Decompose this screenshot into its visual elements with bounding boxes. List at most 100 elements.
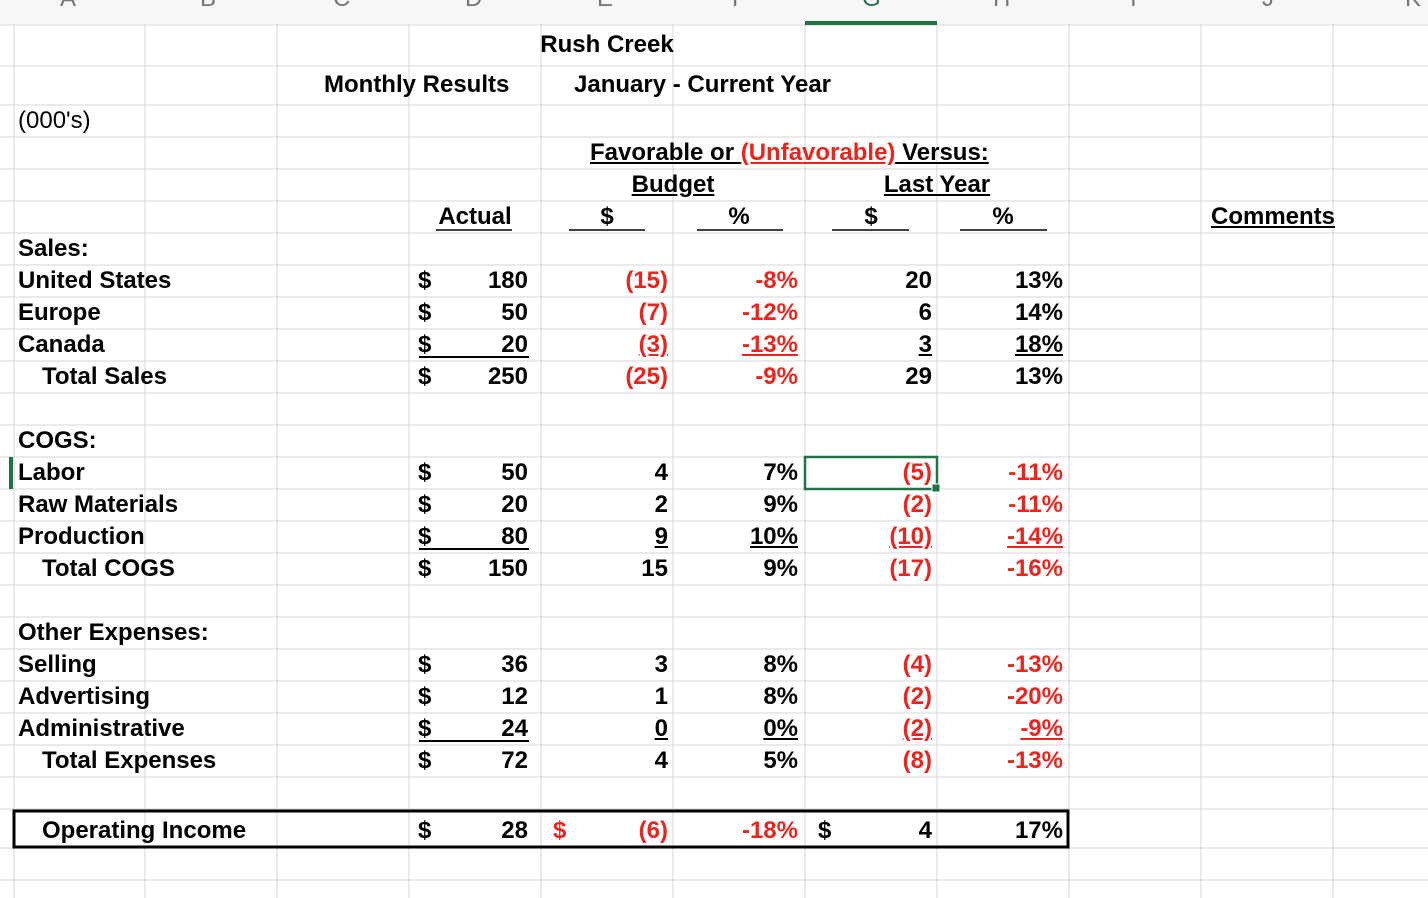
actual-value-tcogs[interactable]: 150 — [487, 555, 528, 582]
ly-dollar-us[interactable]: 20 — [905, 267, 932, 294]
ly-dollar-adv[interactable]: (2) — [902, 683, 932, 710]
budget-pct-admin[interactable]: 0% — [763, 715, 798, 742]
column-header-b[interactable]: B — [200, 0, 220, 14]
column-header-c[interactable]: C — [333, 0, 353, 14]
actual-value-labor[interactable]: 50 — [501, 459, 528, 486]
ly-pct-tsales[interactable]: 13% — [1014, 363, 1063, 390]
column-header-f[interactable]: F — [732, 0, 752, 14]
actual-currency-tcogs[interactable]: $ — [418, 555, 432, 582]
row-label-canada[interactable]: Canada — [18, 331, 105, 358]
ly-pct-raw[interactable]: -11% — [1008, 491, 1063, 518]
ly-pct-canada[interactable]: 18% — [1014, 331, 1063, 358]
actual-currency-opinc[interactable]: $ — [418, 817, 432, 844]
ly-pct-texp[interactable]: -13% — [1006, 747, 1063, 774]
budget-pct-prod[interactable]: 10% — [749, 523, 798, 550]
row-label-us[interactable]: United States — [18, 267, 172, 294]
column-header-e[interactable]: E — [597, 0, 617, 14]
budget-dollar-raw[interactable]: 2 — [654, 491, 668, 518]
budget-dollar-europe[interactable]: (7) — [638, 299, 668, 326]
actual-value-prod[interactable]: 80 — [501, 523, 528, 550]
budget-dollar-tsales[interactable]: (25) — [625, 363, 668, 390]
ly-pct-adv[interactable]: -20% — [1006, 683, 1063, 710]
budget-dollar-opinc[interactable]: (6) — [638, 817, 668, 844]
budget-dollar-us[interactable]: (15) — [625, 267, 668, 294]
budget-pct-raw[interactable]: 9% — [763, 491, 798, 518]
column-header-a[interactable]: A — [60, 0, 100, 14]
budget-dollar-admin[interactable]: 0 — [654, 715, 668, 742]
column-header-j[interactable]: J — [1262, 0, 1282, 14]
budget-pct-canada[interactable]: -13% — [741, 331, 798, 358]
budget-pct-tsales[interactable]: -9% — [755, 363, 798, 390]
ly-pct-europe[interactable]: 14% — [1014, 299, 1063, 326]
ly-dollar-texp[interactable]: (8) — [902, 747, 932, 774]
budget-pct-labor[interactable]: 7% — [763, 459, 798, 486]
ly-dollar-opinc[interactable]: 4 — [918, 817, 932, 844]
ly-pct-selling[interactable]: -13% — [1006, 651, 1063, 678]
actual-currency-texp[interactable]: $ — [418, 747, 432, 774]
actual-value-us[interactable]: 180 — [487, 267, 528, 294]
ly-dollar-raw[interactable]: (2) — [902, 491, 932, 518]
budget-dollar-texp[interactable]: 4 — [654, 747, 668, 774]
row-label-raw[interactable]: Raw Materials — [18, 491, 179, 518]
actual-currency-prod[interactable]: $ — [418, 523, 432, 550]
ly-dollar-canada[interactable]: 3 — [918, 331, 932, 358]
budget-pct-adv[interactable]: 8% — [763, 683, 798, 710]
actual-value-opinc[interactable]: 28 — [501, 817, 528, 844]
budget-dollar-prod[interactable]: 9 — [654, 523, 668, 550]
budget-pct-europe[interactable]: -12% — [741, 299, 798, 326]
actual-value-europe[interactable]: 50 — [501, 299, 528, 326]
row-label-europe[interactable]: Europe — [18, 299, 101, 326]
column-header-k[interactable]: K — [1405, 0, 1425, 14]
budget-pct-tcogs[interactable]: 9% — [763, 555, 798, 582]
actual-currency-selling[interactable]: $ — [418, 651, 432, 678]
row-label-admin[interactable]: Administrative — [18, 715, 185, 742]
budget-dollar-tcogs[interactable]: 15 — [641, 555, 668, 582]
row-label-tsales[interactable]: Total Sales — [42, 363, 167, 390]
actual-currency-labor[interactable]: $ — [418, 459, 432, 486]
actual-currency-canada[interactable]: $ — [418, 331, 432, 358]
row-label-selling[interactable]: Selling — [18, 651, 97, 678]
actual-value-admin[interactable]: 24 — [501, 715, 528, 742]
ly-dollar-prod[interactable]: (10) — [889, 523, 932, 550]
ly-pct-us[interactable]: 13% — [1014, 267, 1063, 294]
ly-currency-opinc[interactable]: $ — [818, 817, 832, 844]
actual-value-texp[interactable]: 72 — [501, 747, 528, 774]
row-label-tcogs[interactable]: Total COGS — [42, 555, 175, 582]
actual-value-selling[interactable]: 36 — [501, 651, 528, 678]
budget-dollar-labor[interactable]: 4 — [654, 459, 668, 486]
actual-currency-raw[interactable]: $ — [418, 491, 432, 518]
row-label-prod[interactable]: Production — [18, 523, 145, 550]
ly-pct-prod[interactable]: -14% — [1006, 523, 1063, 550]
actual-value-tsales[interactable]: 250 — [487, 363, 528, 390]
budget-dollar-selling[interactable]: 3 — [654, 651, 668, 678]
actual-currency-tsales[interactable]: $ — [418, 363, 432, 390]
budget-dollar-canada[interactable]: (3) — [638, 331, 668, 358]
actual-currency-europe[interactable]: $ — [418, 299, 432, 326]
ly-dollar-tcogs[interactable]: (17) — [889, 555, 932, 582]
actual-value-adv[interactable]: 12 — [501, 683, 528, 710]
actual-currency-adv[interactable]: $ — [418, 683, 432, 710]
actual-value-canada[interactable]: 20 — [501, 331, 528, 358]
ly-dollar-labor[interactable]: (5) — [902, 459, 932, 486]
actual-currency-admin[interactable]: $ — [418, 715, 432, 742]
budget-pct-us[interactable]: -8% — [755, 267, 798, 294]
column-header-g[interactable]: G — [862, 0, 882, 14]
ly-dollar-europe[interactable]: 6 — [918, 299, 932, 326]
column-header-i[interactable]: I — [1130, 0, 1150, 14]
row-label-adv[interactable]: Advertising — [18, 683, 151, 710]
ly-dollar-admin[interactable]: (2) — [902, 715, 932, 742]
column-header-d[interactable]: D — [465, 0, 485, 14]
budget-pct-texp[interactable]: 5% — [763, 747, 798, 774]
budget-pct-opinc[interactable]: -18% — [741, 817, 798, 844]
ly-pct-opinc[interactable]: 17% — [1014, 817, 1063, 844]
ly-pct-tcogs[interactable]: -16% — [1006, 555, 1063, 582]
budget-dollar-adv[interactable]: 1 — [654, 683, 668, 710]
actual-value-raw[interactable]: 20 — [501, 491, 528, 518]
budget-pct-selling[interactable]: 8% — [763, 651, 798, 678]
row-label-labor[interactable]: Labor — [18, 459, 85, 486]
actual-currency-us[interactable]: $ — [418, 267, 432, 294]
row-label-opinc[interactable]: Operating Income — [42, 817, 247, 844]
ly-dollar-tsales[interactable]: 29 — [905, 363, 932, 390]
ly-dollar-selling[interactable]: (4) — [902, 651, 932, 678]
